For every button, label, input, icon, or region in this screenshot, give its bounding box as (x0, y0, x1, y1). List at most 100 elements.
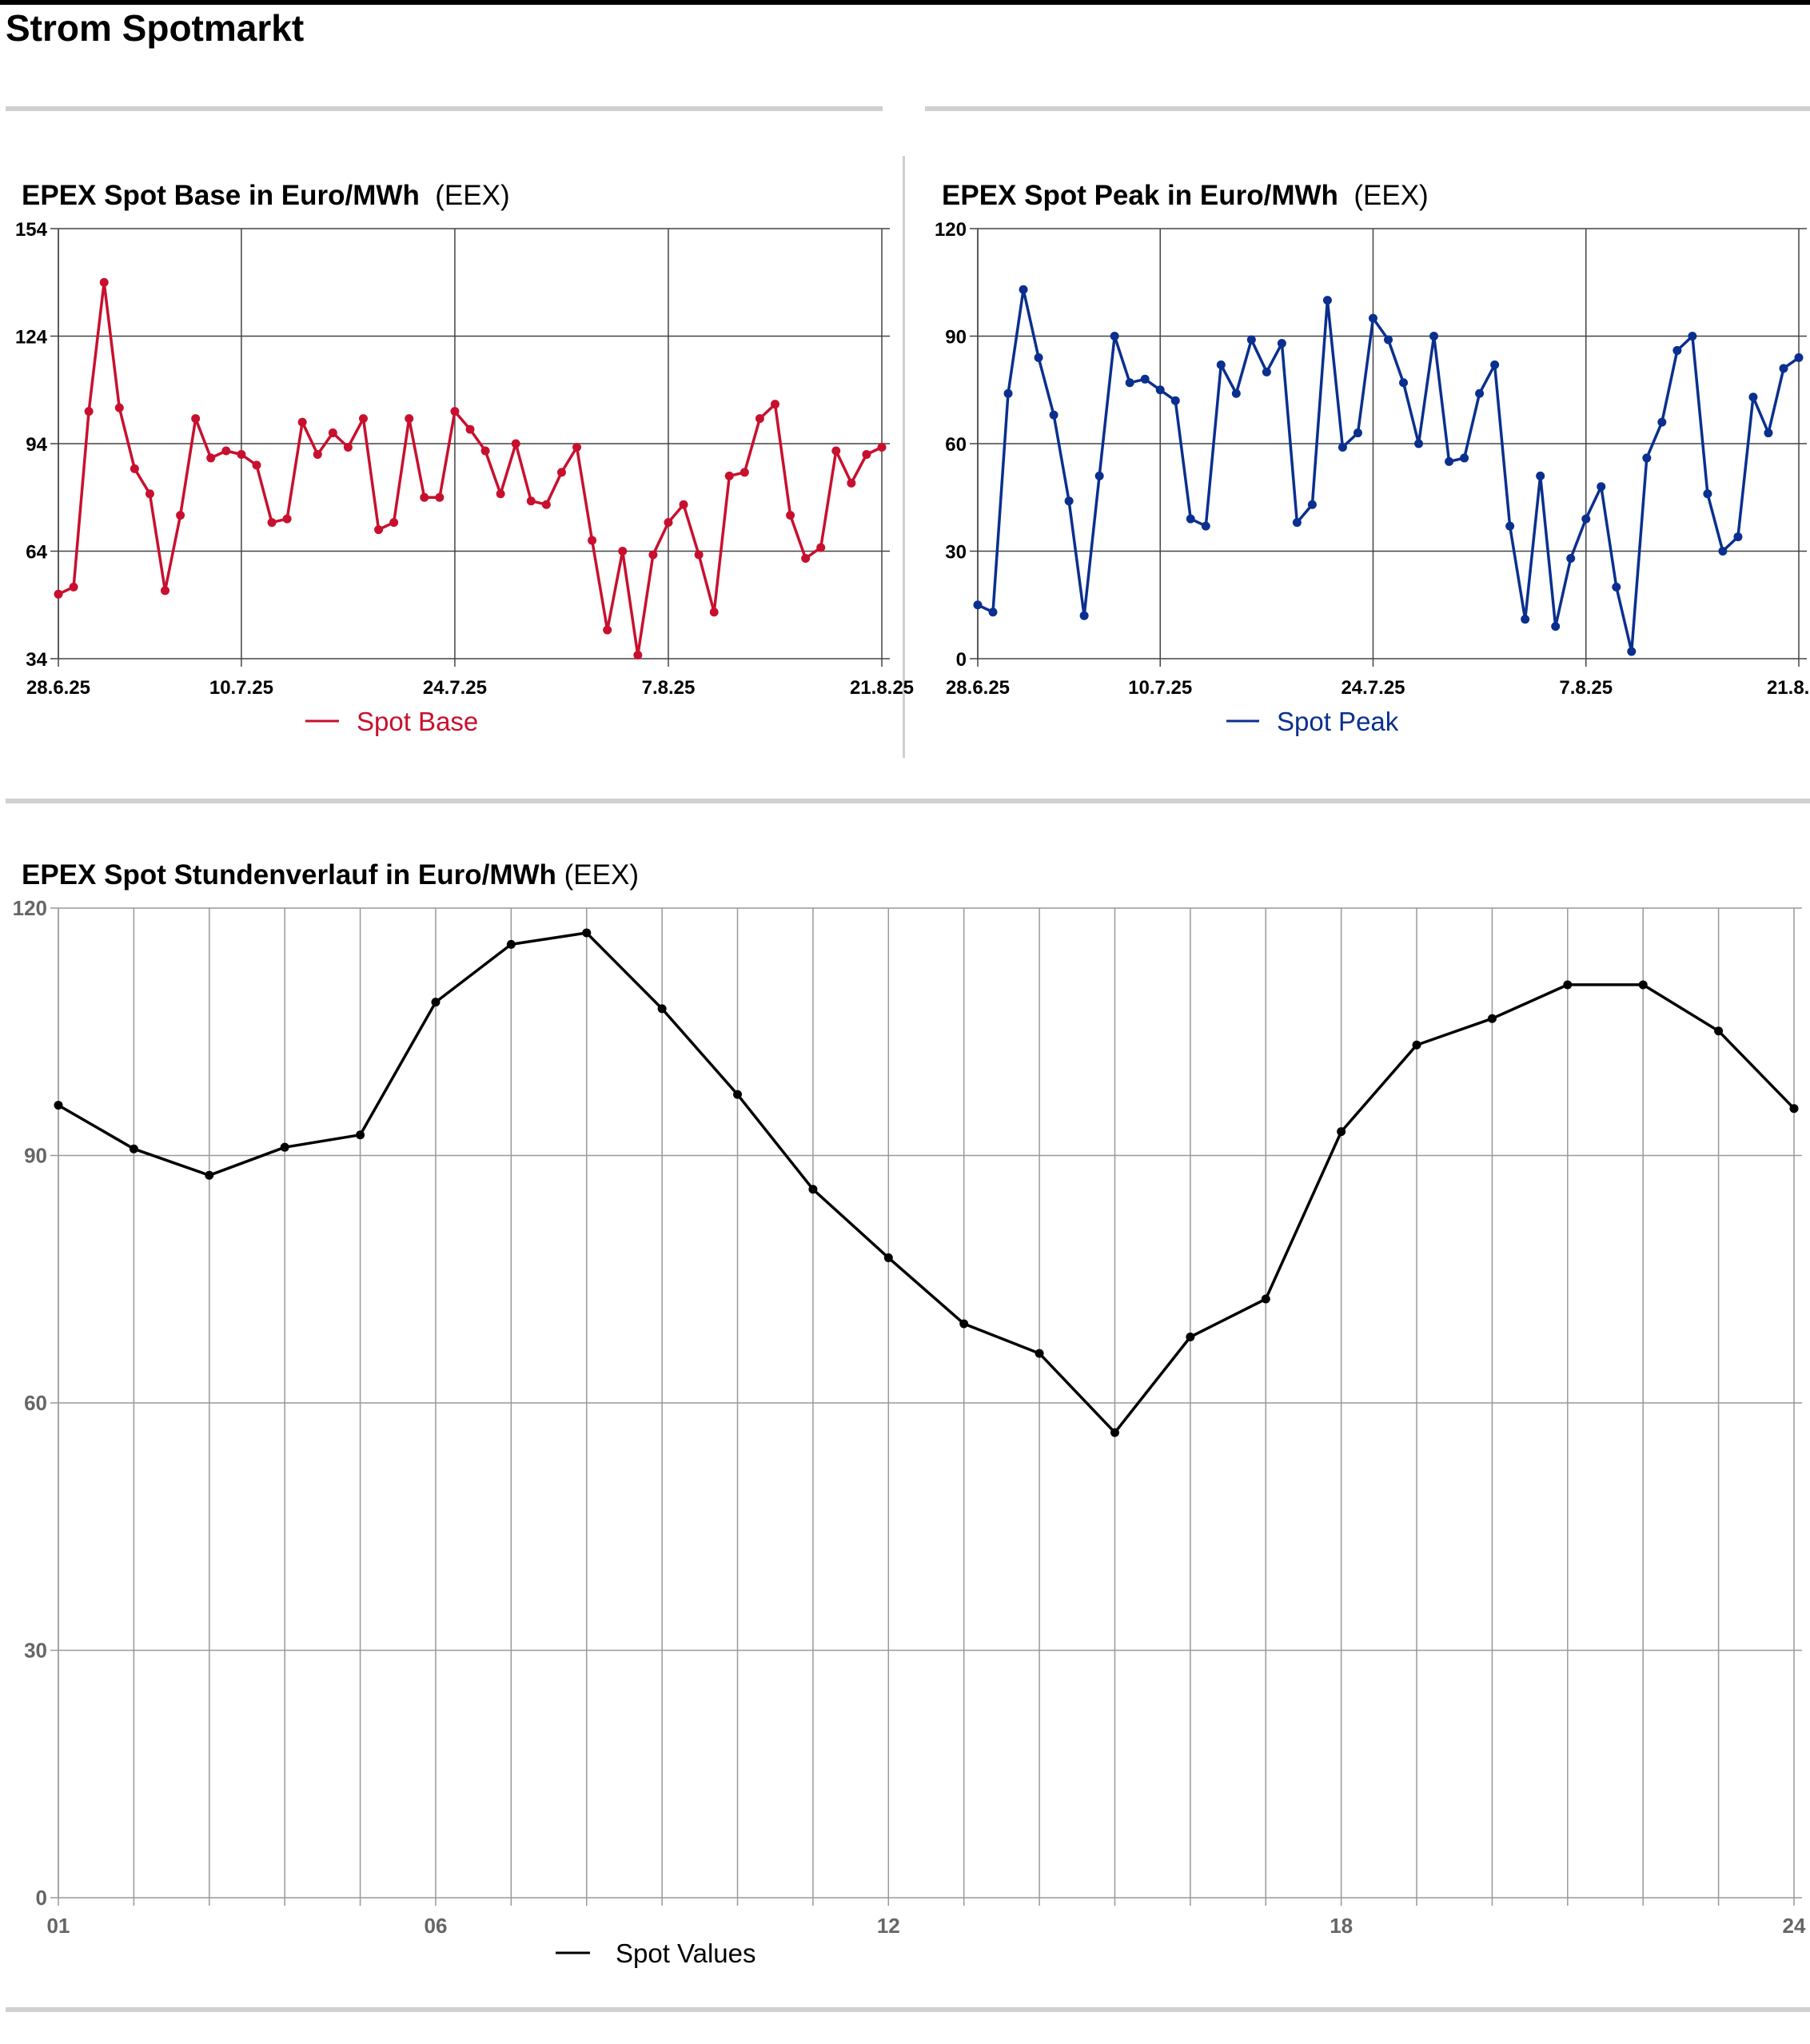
hourly-data-point (1186, 1332, 1195, 1341)
peak-data-point (1505, 521, 1515, 531)
peak-data-point (1460, 453, 1469, 463)
base-data-point (69, 582, 78, 592)
base-data-point (130, 464, 139, 473)
base-data-point (145, 489, 154, 499)
hourly-chart-source: (EEX) (564, 859, 640, 891)
peak-ytick-label: 90 (945, 327, 967, 349)
base-chart: 34 64 94 124 154 28.6.25 10.7.25 24.7.25 7.8.25 2… (15, 219, 914, 736)
peak-data-point (1140, 374, 1150, 384)
peak-data-point (1733, 532, 1743, 542)
base-data-point (465, 424, 475, 434)
base-chart-source: (EEX) (435, 180, 510, 211)
base-data-point (816, 543, 826, 552)
vertical-separator (903, 156, 905, 758)
peak-data-point (1794, 353, 1804, 362)
hourly-data-point (129, 1144, 138, 1153)
peak-data-point (1353, 428, 1362, 438)
base-data-point (389, 518, 399, 528)
peak-data-point (1049, 410, 1058, 420)
separator-bottom (6, 2007, 1810, 2012)
base-data-point (618, 547, 628, 556)
peak-data-point (1307, 500, 1317, 509)
base-data-point (343, 442, 353, 452)
peak-legend-label: Spot Peak (1277, 707, 1399, 736)
base-data-point (556, 468, 566, 477)
base-data-point (252, 460, 261, 470)
peak-data-point (1110, 332, 1119, 341)
peak-data-point (1019, 285, 1028, 294)
peak-data-point (1322, 296, 1332, 305)
peak-data-point (1718, 547, 1728, 556)
base-data-point (328, 428, 337, 438)
base-legend-label: Spot Base (357, 707, 478, 736)
hourly-data-point (280, 1142, 289, 1152)
peak-data-point (1231, 388, 1241, 398)
peak-data-point (1155, 385, 1165, 395)
base-xtick-label: 21.8.25 (850, 677, 914, 699)
separator-left (6, 106, 883, 111)
peak-data-point (1368, 313, 1377, 323)
hourly-ytick-label: 0 (36, 1886, 47, 1910)
hourly-data-point (582, 928, 592, 938)
separator-middle (6, 799, 1810, 803)
peak-xtick-label: 10.7.25 (1128, 677, 1192, 699)
base-data-point (176, 511, 185, 520)
peak-xtick-label: 21.8.25 (1767, 677, 1810, 699)
hourly-xtick-label: 01 (47, 1914, 70, 1938)
peak-data-point (1536, 471, 1545, 480)
base-ytick-label: 154 (15, 219, 48, 241)
base-ytick-label: 124 (15, 327, 48, 349)
peak-data-point (1642, 453, 1652, 463)
base-data-point (541, 500, 551, 509)
hourly-data-point (356, 1130, 365, 1140)
hourly-data-point (205, 1170, 214, 1180)
peak-data-point (1262, 367, 1271, 377)
peak-data-point (1779, 364, 1788, 373)
base-data-point (480, 446, 490, 456)
hourly-data-point (1337, 1127, 1346, 1137)
peak-data-point (1079, 611, 1089, 620)
base-xtick-label: 24.7.25 (423, 677, 487, 699)
base-data-point (450, 407, 460, 416)
peak-ytick-label: 120 (935, 219, 967, 241)
base-data-point (526, 496, 536, 506)
peak-data-point (1064, 496, 1074, 506)
base-data-point (831, 446, 841, 456)
hourly-legend-label: Spot Values (616, 1938, 756, 1968)
hourly-data-point (1035, 1349, 1044, 1358)
hourly-chart-title: EPEX Spot Stundenverlauf in Euro/MWh (EE… (22, 859, 639, 891)
peak-data-point (1445, 456, 1454, 466)
hourly-data-point (1638, 980, 1648, 990)
base-data-point (801, 553, 811, 563)
peak-data-point (988, 608, 998, 617)
peak-data-point (1657, 417, 1667, 427)
base-data-point (358, 414, 368, 424)
hourly-series-line (58, 931, 1796, 1434)
peak-chart: 0 30 60 90 120 28.6.25 10.7.25 24.7.25 7.8.25 21.… (935, 219, 1810, 736)
base-data-point (679, 500, 688, 509)
peak-data-point (1292, 518, 1302, 528)
peak-chart-title: EPEX Spot Peak in Euro/MWh (EEX) (942, 180, 1429, 212)
base-data-point (862, 449, 871, 459)
peak-data-point (1170, 396, 1180, 405)
peak-data-point (1521, 615, 1530, 624)
peak-data-point (1688, 332, 1697, 341)
separator-right (925, 106, 1810, 111)
hourly-xtick-label: 12 (877, 1914, 900, 1938)
peak-chart-title-text: EPEX Spot Peak in Euro/MWh (942, 180, 1338, 211)
hourly-data-point (883, 1253, 893, 1262)
peak-data-point (1399, 378, 1409, 388)
base-chart-title: EPEX Spot Base in Euro/MWh (EEX) (22, 180, 510, 212)
peak-data-point (1566, 553, 1576, 563)
peak-data-point (1338, 442, 1347, 452)
base-data-point (237, 449, 246, 459)
peak-xtick-label: 24.7.25 (1341, 677, 1405, 699)
peak-data-point (1581, 514, 1591, 524)
peak-data-point (1216, 360, 1226, 369)
hourly-data-point (959, 1319, 969, 1329)
peak-data-point (1490, 360, 1500, 369)
peak-data-point (1475, 388, 1485, 398)
base-data-point (435, 492, 445, 502)
peak-data-point (1414, 439, 1424, 448)
peak-data-point (1201, 521, 1210, 531)
